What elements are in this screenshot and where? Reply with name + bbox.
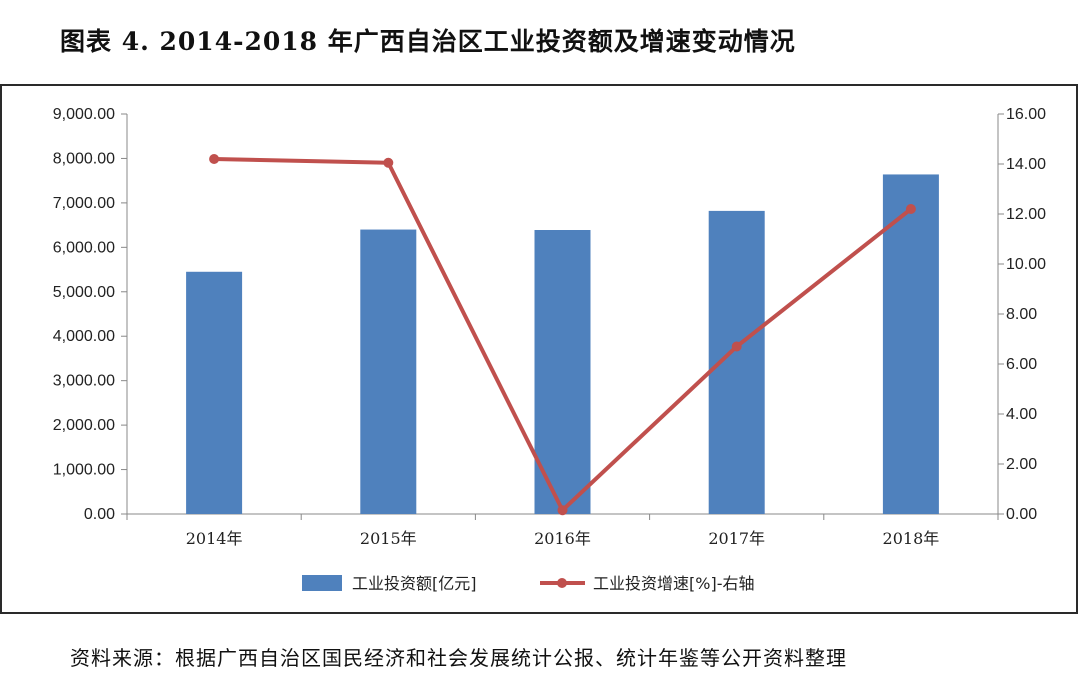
x-tick-label: 2016年 [534,529,591,548]
y-left-tick-label: 5,000.00 [53,284,115,301]
legend-label-bar: 工业投资额[亿元] [352,574,477,593]
y-right-tick-label: 14.00 [1006,156,1046,173]
y-right-tick-label: 16.00 [1006,106,1046,123]
line-point [557,505,568,516]
y-left-tick-label: 8,000.00 [53,150,115,167]
y-right-tick-label: 6.00 [1006,356,1037,373]
y-left-tick-label: 7,000.00 [53,195,115,212]
y-left-tick-label: 0.00 [84,506,115,523]
line-point [731,341,742,352]
y-left-tick-label: 3,000.00 [53,373,115,390]
bar [882,174,939,514]
y-right-tick-label: 4.00 [1006,406,1037,423]
chart: 0.00 1,000.00 2,000.00 3,000.00 4,000.00 5,00… [53,106,1046,593]
bar [534,230,591,514]
y-left-tick-label: 6,000.00 [53,239,115,256]
line-point [905,204,916,214]
legend-swatch-marker [557,578,567,588]
legend-swatch-bar [302,575,342,591]
x-tick-label: 2015年 [360,529,417,548]
source-note: 资料来源：根据广西自治区国民经济和社会发展统计公报、统计年鉴等公开资料整理 [70,646,847,670]
legend-label-line: 工业投资增速[%]-右轴 [593,574,754,593]
y-right-tick-label: 0.00 [1006,506,1037,523]
y-left-tick-label: 4,000.00 [53,328,115,345]
y-right-tick-label: 8.00 [1006,306,1037,323]
bar [360,229,417,515]
y-right-tick-label: 2.00 [1006,456,1037,473]
x-tick-label: 2018年 [883,529,940,548]
x-tick-label: 2014年 [186,529,243,548]
y-left-tick-label: 1,000.00 [53,462,115,479]
y-right-tick-label: 10.00 [1006,256,1046,273]
bar [186,271,243,514]
y-left-tick-label: 9,000.00 [53,106,115,123]
y-left-tick-label: 2,000.00 [53,417,115,434]
line-point [209,154,220,164]
y-right-tick-label: 12.00 [1006,206,1046,223]
chart-title: 图表 4. 2014-2018 年广西自治区工业投资额及增速变动情况 [60,27,796,56]
line-point [383,157,394,168]
plot-area: 0.00 1,000.00 2,000.00 3,000.00 4,000.00 5,00… [53,106,1046,593]
x-tick-label: 2017年 [708,529,765,548]
